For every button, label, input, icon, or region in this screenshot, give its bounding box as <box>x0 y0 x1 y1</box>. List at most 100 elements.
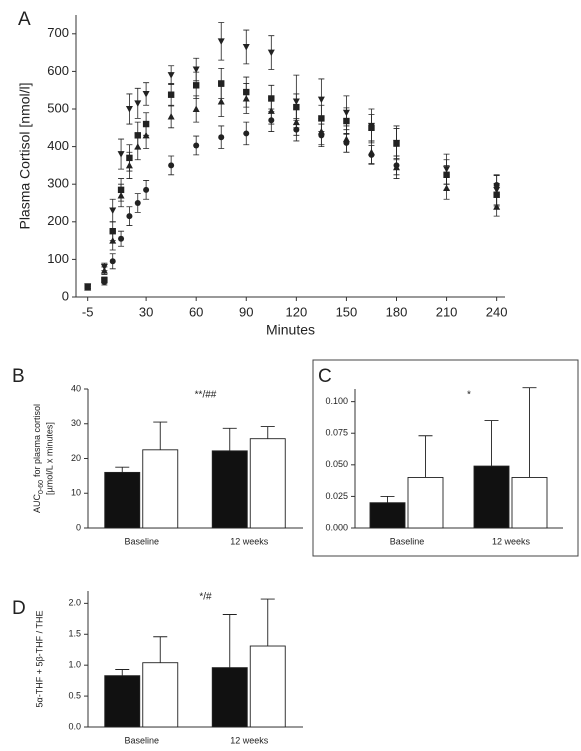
label-sub: 0-60 <box>38 480 45 494</box>
bar <box>142 449 179 529</box>
marker <box>167 91 175 98</box>
marker <box>125 106 133 113</box>
marker <box>134 143 142 150</box>
marker <box>84 283 91 290</box>
annotation: * <box>467 390 471 401</box>
marker <box>218 134 225 141</box>
marker <box>126 213 133 220</box>
y-tick-label: 0.0 <box>68 721 81 731</box>
y-tick-label: 40 <box>71 383 81 393</box>
marker <box>293 103 300 111</box>
marker <box>368 151 375 158</box>
y-tick-label: 600 <box>47 63 69 78</box>
error-bar <box>115 466 130 473</box>
marker <box>242 43 250 51</box>
error-bar <box>260 598 275 647</box>
y-tick-label: 200 <box>47 213 69 228</box>
panel-label: C <box>318 366 332 387</box>
marker <box>134 200 141 206</box>
y-tick-label: 30 <box>71 418 81 428</box>
y-tick-label: 700 <box>47 25 69 40</box>
panel-label: A <box>18 9 31 30</box>
bar <box>104 471 141 529</box>
y-tick-label: 0.025 <box>325 491 348 501</box>
marker <box>192 66 200 74</box>
y-tick-label: 0.100 <box>325 396 348 406</box>
marker <box>242 94 250 102</box>
marker <box>117 191 125 199</box>
marker <box>167 113 175 120</box>
error-bar <box>418 435 433 478</box>
marker <box>109 237 117 244</box>
y-tick-label: 1.0 <box>68 660 81 670</box>
marker <box>109 207 117 215</box>
marker <box>193 142 200 149</box>
x-axis-label: Minutes <box>266 322 315 338</box>
marker <box>142 131 150 139</box>
marker <box>243 130 250 137</box>
y-tick-label: 0.075 <box>325 428 348 438</box>
y-tick-label: 20 <box>71 453 81 463</box>
error-bar <box>380 495 395 503</box>
bar <box>142 662 179 728</box>
x-tick-label: 210 <box>436 304 458 319</box>
error-bar <box>260 426 275 439</box>
panel-frame <box>312 359 579 557</box>
marker <box>134 100 142 107</box>
y-tick-label: 2.0 <box>68 598 81 608</box>
error-bar <box>153 636 168 663</box>
y-axis-label: 5α-THF + 5β-THF / THE <box>34 611 44 708</box>
marker <box>393 162 400 169</box>
error-bar <box>153 421 168 450</box>
y-tick-label: 100 <box>47 251 69 266</box>
marker <box>118 235 125 242</box>
x-tick-label: 180 <box>386 304 408 319</box>
marker <box>167 72 175 79</box>
panel-label: B <box>12 366 25 387</box>
marker <box>109 258 116 265</box>
marker <box>343 139 350 146</box>
marker <box>168 162 175 169</box>
bar <box>249 438 286 529</box>
label-part: for plasma cortisol <box>32 404 42 477</box>
x-tick-label: -5 <box>82 304 94 319</box>
error-bar <box>522 387 537 478</box>
x-tick-label: 90 <box>239 304 253 319</box>
marker <box>117 151 125 158</box>
bar <box>473 465 510 529</box>
y-tick-label: 400 <box>47 138 69 153</box>
marker <box>293 126 300 133</box>
y-tick-label: 10 <box>71 488 81 498</box>
marker <box>318 132 325 139</box>
marker <box>393 140 400 147</box>
bar <box>211 450 248 529</box>
marker <box>317 96 325 104</box>
y-axis-label: [µmol/L x minutes] <box>44 422 54 495</box>
y-tick-label: 0.5 <box>68 690 81 700</box>
annotation: */# <box>199 592 212 603</box>
error-bar <box>484 420 499 467</box>
x-tick-label: Baseline <box>390 536 425 546</box>
marker <box>443 184 451 191</box>
marker <box>493 203 501 210</box>
marker <box>192 82 200 89</box>
marker <box>100 267 108 274</box>
bar <box>104 675 141 728</box>
x-tick-label: 60 <box>189 304 203 319</box>
y-axis-label: Plasma Cortisol [nmol/l] <box>17 82 33 229</box>
x-tick-label: 30 <box>139 304 153 319</box>
marker <box>192 105 200 112</box>
error-bar <box>115 669 130 676</box>
marker <box>493 181 500 188</box>
y-tick-label: 500 <box>47 100 69 115</box>
bar <box>211 667 248 728</box>
marker <box>143 186 150 193</box>
y-tick-label: 0.000 <box>325 522 348 532</box>
y-tick-label: 0 <box>76 522 81 532</box>
y-tick-label: 300 <box>47 176 69 191</box>
marker <box>443 171 450 178</box>
x-tick-label: 150 <box>336 304 358 319</box>
marker <box>218 80 225 87</box>
x-tick-label: Baseline <box>124 536 159 546</box>
marker <box>125 161 133 169</box>
